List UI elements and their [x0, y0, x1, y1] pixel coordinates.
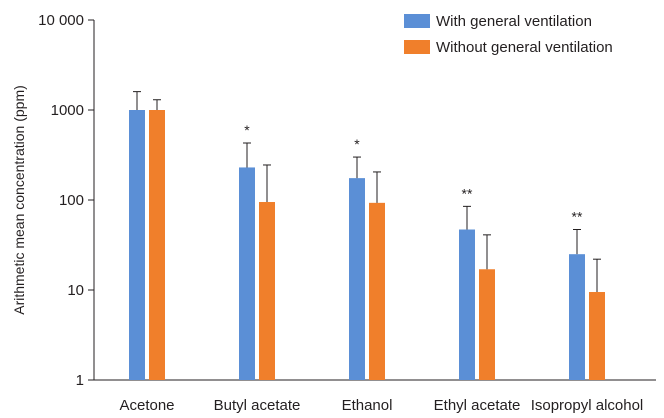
legend-swatch [404, 40, 430, 54]
significance-marker: * [244, 122, 250, 138]
error-bars [133, 91, 601, 293]
category-labels: Acetone Butyl acetate Ethanol Ethyl acetate… [119, 397, 643, 414]
bars [129, 110, 605, 380]
bar [589, 292, 605, 380]
bar [459, 229, 475, 380]
legend-label: Without general ventilation [436, 39, 613, 56]
significance-marker: ** [572, 209, 583, 225]
category-label: Isopropyl alcohol [531, 397, 644, 414]
legend-label: With general ventilation [436, 13, 592, 30]
significance-markers: ****** [244, 122, 583, 225]
bar [149, 110, 165, 380]
category-label: Ethanol [342, 397, 393, 414]
bar [129, 110, 145, 380]
y-tick-label: 10 000 [38, 12, 84, 29]
significance-marker: * [354, 136, 360, 152]
significance-marker: ** [462, 185, 473, 201]
bar [569, 254, 585, 380]
bar [479, 269, 495, 380]
y-axis-title: Arithmetic mean concentration (ppm) [11, 85, 27, 315]
bar [239, 167, 255, 380]
legend-swatch [404, 14, 430, 28]
category-label: Butyl acetate [214, 397, 301, 414]
category-label: Acetone [119, 397, 174, 414]
y-tick-label: 10 [67, 282, 84, 299]
y-tick-label: 1 [76, 372, 84, 389]
axes: Arithmetic mean concentration (ppm) [11, 20, 656, 381]
bar [369, 202, 385, 380]
bar [349, 178, 365, 380]
category-label: Ethyl acetate [434, 397, 521, 414]
y-ticks: 1 10 100 1000 10 000 [38, 12, 94, 389]
y-tick-label: 100 [59, 192, 84, 209]
y-tick-label: 1000 [51, 102, 84, 119]
bar [259, 202, 275, 380]
legend: With general ventilation Without general … [404, 13, 613, 56]
